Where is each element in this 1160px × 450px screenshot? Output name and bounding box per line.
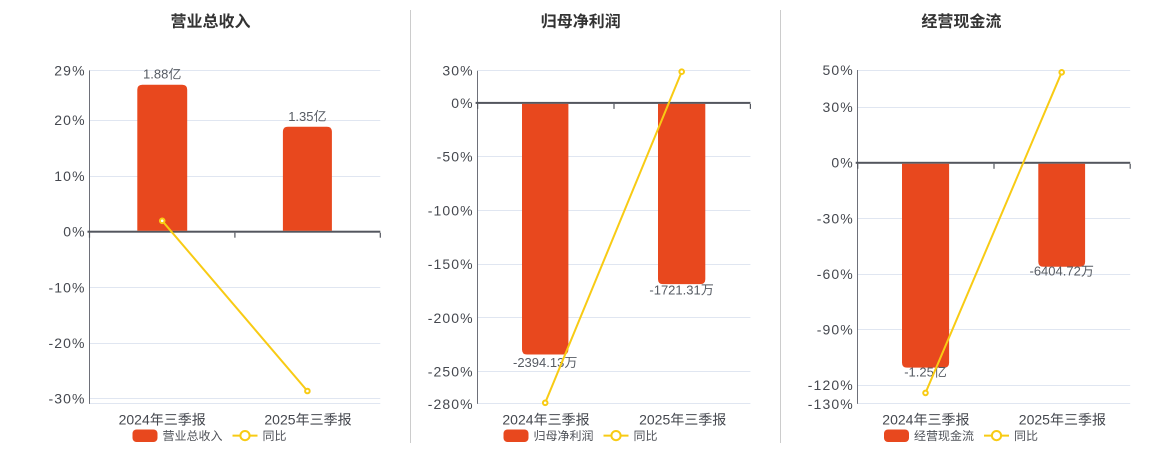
svg-text:30%: 30% bbox=[823, 99, 854, 115]
svg-text:-20%: -20% bbox=[49, 335, 86, 351]
svg-text:2025: 2025 bbox=[264, 412, 295, 428]
svg-text:-90%: -90% bbox=[817, 322, 854, 338]
svg-text:-1.25: -1.25 bbox=[904, 365, 934, 380]
svg-text:-6404.72: -6404.72 bbox=[1030, 264, 1081, 279]
svg-text:-50%: -50% bbox=[437, 149, 474, 165]
svg-text:-2394.13: -2394.13 bbox=[513, 355, 564, 370]
svg-text:1.88: 1.88 bbox=[143, 67, 168, 82]
svg-text:2024: 2024 bbox=[882, 412, 913, 428]
svg-text:-280%: -280% bbox=[428, 396, 474, 412]
svg-text:30%: 30% bbox=[442, 63, 473, 79]
svg-text:-1721.31: -1721.31 bbox=[649, 282, 700, 297]
svg-text:-120%: -120% bbox=[808, 377, 854, 393]
svg-text:-250%: -250% bbox=[428, 364, 474, 380]
svg-text:-130%: -130% bbox=[808, 396, 854, 412]
svg-text:-30%: -30% bbox=[817, 210, 854, 226]
svg-text:-200%: -200% bbox=[428, 310, 474, 326]
svg-text:0%: 0% bbox=[63, 224, 85, 240]
svg-text:0%: 0% bbox=[831, 155, 853, 171]
svg-text:2025: 2025 bbox=[639, 412, 670, 428]
svg-text:-60%: -60% bbox=[817, 266, 854, 282]
svg-text:2025: 2025 bbox=[1019, 412, 1050, 428]
svg-text:50%: 50% bbox=[823, 62, 854, 78]
svg-text:-150%: -150% bbox=[428, 256, 474, 272]
svg-text:-30%: -30% bbox=[49, 391, 86, 407]
svg-text:29%: 29% bbox=[54, 62, 85, 78]
svg-text:-100%: -100% bbox=[428, 202, 474, 218]
svg-text:0%: 0% bbox=[451, 95, 473, 111]
svg-text:20%: 20% bbox=[54, 112, 85, 128]
svg-text:10%: 10% bbox=[54, 168, 85, 184]
svg-text:2024: 2024 bbox=[502, 412, 533, 428]
svg-text:-10%: -10% bbox=[49, 279, 86, 295]
svg-text:2024: 2024 bbox=[119, 412, 150, 428]
svg-text:1.35: 1.35 bbox=[288, 109, 313, 124]
